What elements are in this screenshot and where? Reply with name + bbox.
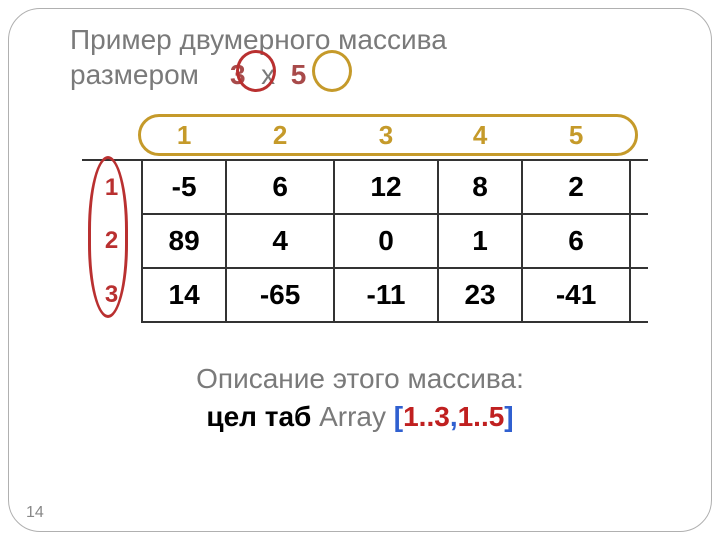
desc-array-name: Array [319,401,386,432]
cell: 1 [438,214,522,268]
dim-cols: 5 [291,59,307,90]
slide-title: Пример двумерного массива размером 3 х 5 [70,22,660,92]
row-label: 3 [82,268,142,322]
bracket-open: [ [394,401,403,432]
col-header: 2 [226,110,334,160]
cell: -41 [522,268,630,322]
cell: 6 [226,160,334,214]
cell: -11 [334,268,438,322]
cell: 8 [438,160,522,214]
cell: -65 [226,268,334,322]
col-header: 1 [142,110,226,160]
cell: 6 [522,214,630,268]
col-header: 5 [522,110,630,160]
cell: -5 [142,160,226,214]
range-comma: , [450,401,458,432]
page-number: 14 [26,504,44,522]
table-row: 2 89 4 0 1 6 [82,214,648,268]
cell: 23 [438,268,522,322]
header-row: 1 2 3 4 5 [82,110,648,160]
end-cell [630,214,648,268]
col-header: 4 [438,110,522,160]
end-cell [630,110,648,160]
row-label: 1 [82,160,142,214]
description-line1: Описание этого массива: [196,363,524,394]
description: Описание этого массива: цел таб Array [1… [0,360,720,436]
cell: 4 [226,214,334,268]
circle-rows-icon [236,50,276,92]
end-cell [630,268,648,322]
cell: 12 [334,160,438,214]
cell: 89 [142,214,226,268]
bracket-close: ] [504,401,513,432]
desc-keyword: цел таб [206,401,311,432]
range-rows: 1..3 [403,401,450,432]
range-cols: 1..5 [458,401,505,432]
cell: 2 [522,160,630,214]
array-table: 1 2 3 4 5 1 -5 6 12 8 2 2 89 4 0 1 6 3 1… [82,110,648,323]
corner-cell [82,110,142,160]
circle-cols-icon [312,50,352,92]
end-cell [630,160,648,214]
table-row: 1 -5 6 12 8 2 [82,160,648,214]
cell: 14 [142,268,226,322]
row-label: 2 [82,214,142,268]
cell: 0 [334,214,438,268]
col-header: 3 [334,110,438,160]
table-row: 3 14 -65 -11 23 -41 [82,268,648,322]
title-line2-prefix: размером [70,59,199,90]
